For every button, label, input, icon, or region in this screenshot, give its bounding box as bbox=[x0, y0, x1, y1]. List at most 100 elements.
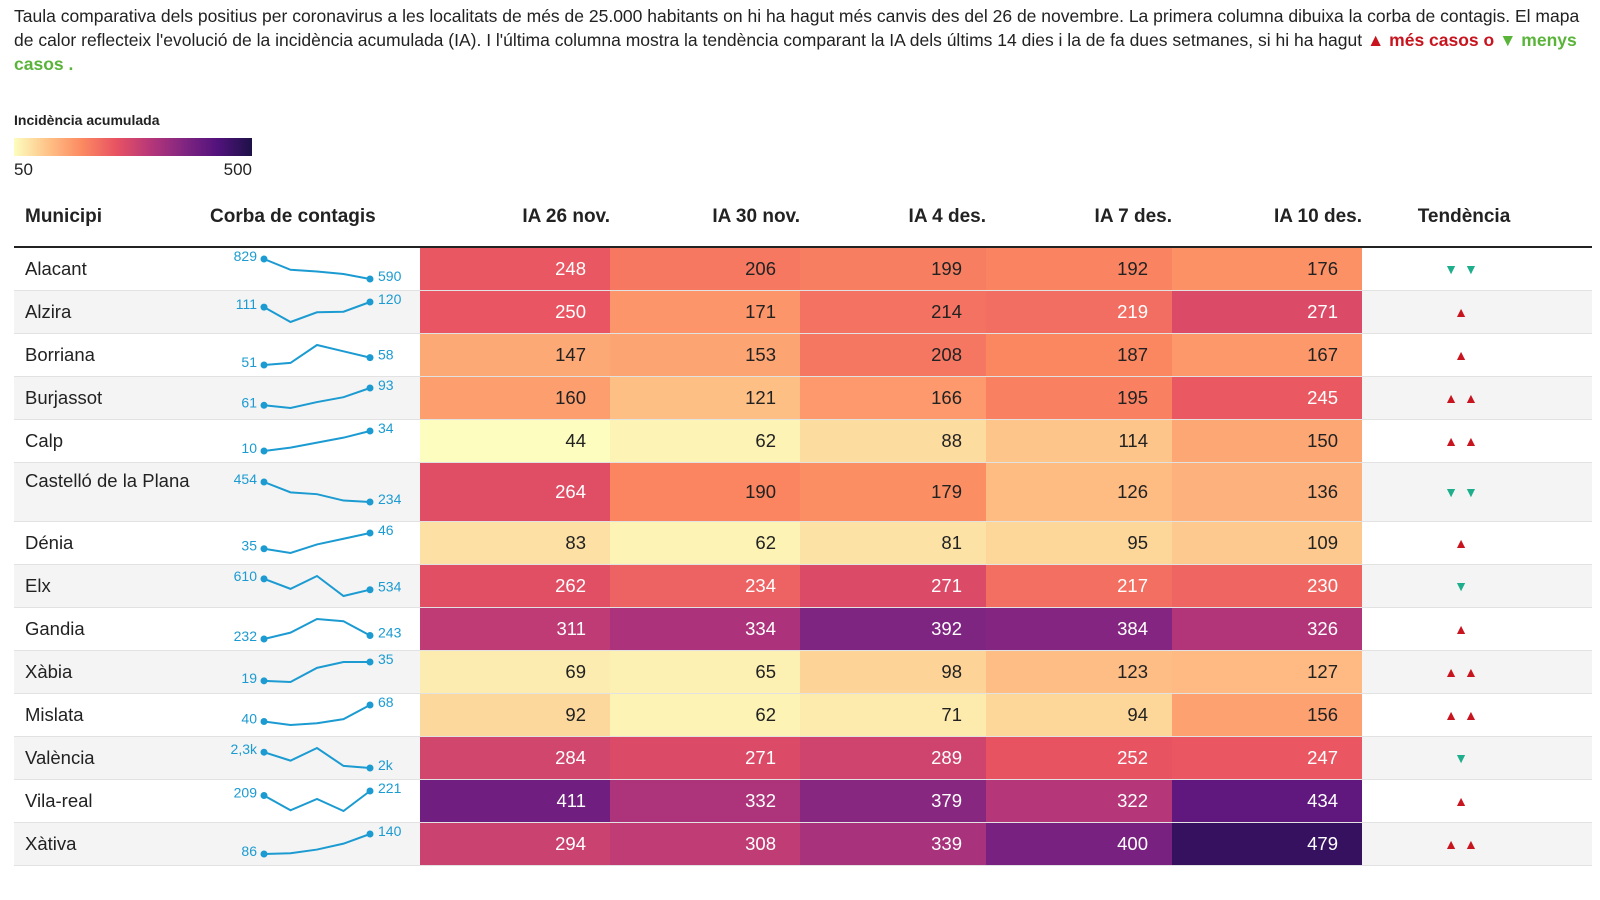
sparkline-line bbox=[263, 258, 371, 280]
sparkline: 86 140 bbox=[241, 823, 401, 859]
legend-min: 50 bbox=[14, 160, 33, 179]
sparkline-first-label: 51 bbox=[241, 354, 257, 370]
heatmap-cell: 190 bbox=[610, 463, 800, 521]
sparkline-first-label: 610 bbox=[234, 568, 258, 584]
intro-body: Taula comparativa dels positius per coro… bbox=[14, 6, 1580, 50]
municipi-name: Xàbia bbox=[25, 661, 73, 682]
heatmap-cell: 332 bbox=[610, 780, 800, 822]
table-header: Municipi Corba de contagis IA 26 nov. IA… bbox=[14, 198, 1592, 248]
sparkline-start-point bbox=[260, 361, 268, 369]
intro-down-label: ▼ menys casos . bbox=[14, 30, 1577, 74]
sparkline-last-label: 221 bbox=[378, 780, 402, 796]
legend-max: 500 bbox=[223, 160, 252, 179]
heatmap-cell: 166 bbox=[800, 377, 986, 419]
heatmap-cell: 179 bbox=[800, 463, 986, 521]
sparkline-line bbox=[263, 387, 371, 410]
sparkline-first-label: 209 bbox=[234, 785, 258, 801]
trend-indicator: ▲▲ bbox=[1444, 390, 1484, 406]
sparkline-end-point bbox=[366, 298, 374, 306]
sparkline-start-point bbox=[260, 545, 268, 553]
heatmap-cell: 379 bbox=[800, 780, 986, 822]
heatmap-cell: 252 bbox=[986, 737, 1172, 779]
sparkline-last-label: 34 bbox=[378, 420, 394, 436]
header-tendencia: Tendència bbox=[1417, 206, 1511, 227]
heatmap-cell: 334 bbox=[610, 608, 800, 650]
municipi-name: Calp bbox=[25, 430, 64, 451]
trend-indicator: ▲▲ bbox=[1444, 707, 1484, 723]
color-legend: Incidència acumulada 50 500 bbox=[14, 112, 254, 182]
heatmap-cell: 219 bbox=[986, 291, 1172, 333]
sparkline-last-label: 120 bbox=[378, 291, 402, 307]
heatmap-cell: 339 bbox=[800, 823, 986, 865]
sparkline-line bbox=[263, 704, 371, 727]
heatmap-cell: 88 bbox=[800, 420, 986, 462]
trend-indicator: ▲ bbox=[1454, 621, 1474, 637]
heatmap-cell: 411 bbox=[420, 780, 610, 822]
sparkline-last-label: 46 bbox=[378, 522, 394, 538]
heatmap-cell: 392 bbox=[800, 608, 986, 650]
heatmap-cell: 147 bbox=[420, 334, 610, 376]
heatmap-cell: 150 bbox=[1172, 420, 1362, 462]
sparkline-start-point bbox=[260, 255, 268, 263]
sparkline-end-point bbox=[366, 658, 374, 666]
sparkline-line bbox=[263, 574, 371, 598]
heatmap-cell: 289 bbox=[800, 737, 986, 779]
table-row: Burjassot 61 93 160 121 166 195 245 ▲▲ bbox=[14, 377, 1592, 420]
header-ia-1: IA 30 nov. bbox=[712, 206, 800, 227]
heatmap-cell: 264 bbox=[420, 463, 610, 521]
heatmap-cell: 69 bbox=[420, 651, 610, 693]
heatmap-cell: 199 bbox=[800, 248, 986, 290]
sparkline-line bbox=[263, 661, 370, 684]
sparkline-first-label: 40 bbox=[241, 710, 257, 726]
sparkline: 610 534 bbox=[234, 568, 402, 598]
sparkline-last-label: 35 bbox=[378, 651, 394, 667]
trend-indicator: ▲ bbox=[1454, 304, 1474, 320]
sparkline-first-label: 111 bbox=[236, 296, 257, 312]
sparkline: 111 120 bbox=[236, 291, 402, 324]
table-row: Mislata 40 68 92 62 71 94 156 ▲▲ bbox=[14, 694, 1592, 737]
heatmap-cell: 245 bbox=[1172, 377, 1362, 419]
sparkline-first-label: 61 bbox=[241, 394, 257, 410]
sparkline: 35 46 bbox=[241, 522, 394, 555]
sparkline: 232 243 bbox=[234, 617, 402, 644]
sparkline-start-point bbox=[260, 447, 268, 455]
sparkline-first-label: 2,3k bbox=[231, 741, 258, 757]
heatmap-cell: 98 bbox=[800, 651, 986, 693]
heatmap-cell: 62 bbox=[610, 420, 800, 462]
sparkline-last-label: 534 bbox=[378, 579, 402, 595]
heatmap-cell: 217 bbox=[986, 565, 1172, 607]
heatmap-cell: 308 bbox=[610, 823, 800, 865]
sparkline-last-label: 68 bbox=[378, 694, 394, 710]
trend-indicator: ▼ bbox=[1454, 578, 1474, 594]
heatmap-cell: 44 bbox=[420, 420, 610, 462]
municipi-name: Xàtiva bbox=[25, 833, 77, 854]
municipi-name: Alzira bbox=[25, 301, 72, 322]
heatmap-cell: 176 bbox=[1172, 248, 1362, 290]
heatmap-cell: 153 bbox=[610, 334, 800, 376]
sparkline-last-label: 243 bbox=[378, 625, 402, 641]
heatmap-cell: 95 bbox=[986, 522, 1172, 564]
heatmap-cell: 92 bbox=[420, 694, 610, 736]
sparkline-end-point bbox=[366, 498, 374, 506]
table-row: València 2,3k 2k 284 271 289 252 247 ▼ bbox=[14, 737, 1592, 780]
trend-indicator: ▲ bbox=[1454, 347, 1474, 363]
sparkline-last-label: 2k bbox=[378, 757, 394, 773]
header-ia-2: IA 4 des. bbox=[908, 206, 986, 227]
heatmap-cell: 126 bbox=[986, 463, 1172, 521]
heatmap-cell: 271 bbox=[800, 565, 986, 607]
heatmap-cell: 479 bbox=[1172, 823, 1362, 865]
municipi-name: Mislata bbox=[25, 704, 84, 725]
trend-indicator: ▲▲ bbox=[1444, 433, 1484, 449]
trend-indicator: ▼▼ bbox=[1444, 261, 1484, 277]
table-row: Alacant 829 590 248 206 199 192 176 ▼▼ bbox=[14, 248, 1592, 291]
heatmap-cell: 160 bbox=[420, 377, 610, 419]
sparkline-start-point bbox=[260, 575, 268, 583]
header-ia-0: IA 26 nov. bbox=[522, 206, 610, 227]
sparkline-start-point bbox=[260, 303, 268, 311]
sparkline-line bbox=[263, 430, 371, 452]
heatmap-cell: 127 bbox=[1172, 651, 1362, 693]
heatmap-cell: 156 bbox=[1172, 694, 1362, 736]
sparkline-start-point bbox=[260, 792, 268, 800]
